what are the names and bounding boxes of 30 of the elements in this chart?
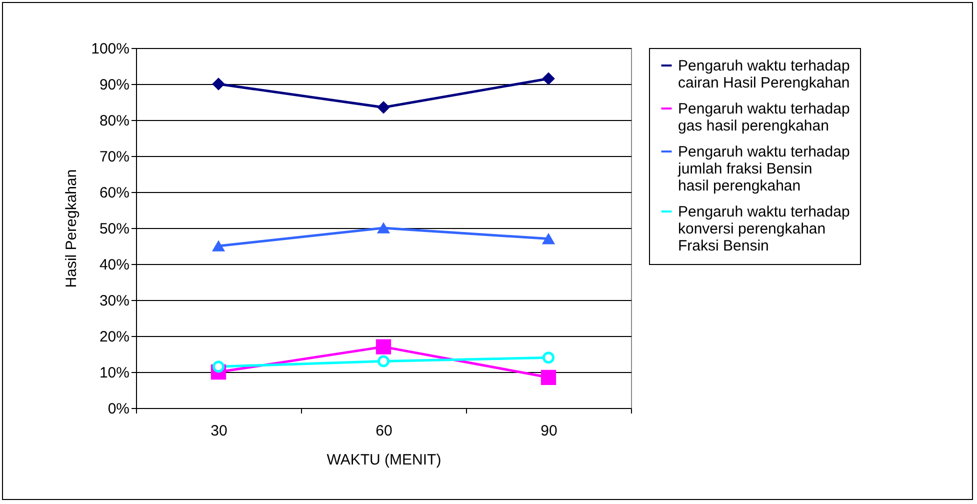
y-tick-label: 10%: [99, 364, 130, 382]
y-tick-label: 90%: [99, 76, 130, 94]
point: [378, 355, 390, 368]
y-tick-label: 50%: [99, 220, 130, 238]
x-tick-label: 60: [376, 422, 392, 440]
y-tick-label: 80%: [99, 112, 130, 130]
y-tick-label: 100%: [91, 40, 130, 58]
point: [542, 72, 555, 85]
y-tick-label: 60%: [99, 184, 130, 202]
y-tick-label: 40%: [99, 256, 130, 274]
point: [540, 370, 556, 385]
point: [376, 339, 392, 354]
point: [542, 233, 555, 244]
legend-label: Pengaruh waktu terhadap jumlah fraksi Bensin hasil perengkahan: [677, 144, 850, 194]
x-axis-title: WAKTU (MENIT): [326, 452, 442, 468]
point: [212, 78, 225, 90]
point: [542, 352, 554, 364]
y-tick-label: 30%: [99, 292, 130, 310]
legend-label: Pengaruh waktu terhadap konversi perengkahan Fraksi Bensin: [678, 204, 850, 254]
point: [377, 222, 390, 234]
x-tick-label: 30: [210, 422, 228, 440]
y-axis-title: Hasil Peregkahan: [63, 169, 80, 288]
y-tick-label: 20%: [99, 328, 130, 346]
legend-label: Pengaruh waktu terhadap gas hasil perengkahan: [678, 100, 850, 134]
point: [212, 240, 225, 252]
legend-label: Pengaruh waktu terhadap cairan Hasil Perengkahan: [678, 58, 850, 92]
y-tick-label: 70%: [99, 148, 130, 166]
point: [377, 101, 390, 114]
x-tick-label: 90: [540, 422, 558, 440]
y-tick-label: 0%: [108, 400, 130, 418]
